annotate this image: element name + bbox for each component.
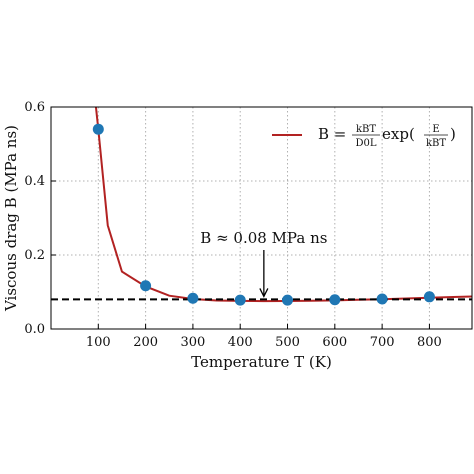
legend-close: ) xyxy=(450,125,456,143)
legend-frac2-den: kBT xyxy=(426,138,446,149)
axis-ticks: 100 200 300 400 500 600 700 800 0.0 0.2 0.4 0.6 xyxy=(24,100,442,350)
x-tick-label: 500 xyxy=(275,335,300,350)
y-tick-label: 0.4 xyxy=(24,174,45,189)
x-tick-label: 300 xyxy=(180,335,205,350)
data-point xyxy=(140,280,152,292)
fit-curve-line xyxy=(94,106,473,303)
legend-lhs: B = xyxy=(318,125,346,143)
data-point xyxy=(187,292,199,304)
data-point xyxy=(329,294,341,306)
legend-exp: exp( xyxy=(382,125,415,143)
x-tick-label: 600 xyxy=(322,335,347,350)
y-tick-label: 0.6 xyxy=(24,100,45,115)
legend-frac2-num: E xyxy=(432,124,439,135)
x-tick-label: 700 xyxy=(370,335,395,350)
data-markers xyxy=(92,123,435,306)
legend-frac1-den: D0L xyxy=(355,138,376,149)
x-tick-label: 800 xyxy=(417,335,442,350)
plot-frame xyxy=(50,106,473,330)
x-tick-label: 400 xyxy=(228,335,253,350)
data-point xyxy=(282,294,294,306)
data-point xyxy=(234,294,246,306)
x-axis-title: Temperature T (K) xyxy=(191,353,332,371)
annotation-arrow-head xyxy=(259,288,269,298)
x-tick-label: 100 xyxy=(86,335,111,350)
legend-frac1-num: kBT xyxy=(356,124,376,135)
y-tick-label: 0.0 xyxy=(24,322,45,337)
data-point xyxy=(92,123,104,135)
annotation-arrow xyxy=(259,250,269,298)
annotation-text: B ≈ 0.08 MPa ns xyxy=(200,229,327,247)
x-tick-label: 200 xyxy=(133,335,158,350)
y-axis-title: Viscous drag B (MPa ns) xyxy=(2,125,20,312)
data-point xyxy=(423,291,435,303)
legend: B = kBT D0L exp( E kBT ) xyxy=(272,124,456,149)
y-tick-label: 0.2 xyxy=(24,248,45,263)
fit-curve xyxy=(94,106,473,303)
data-point xyxy=(376,293,388,305)
